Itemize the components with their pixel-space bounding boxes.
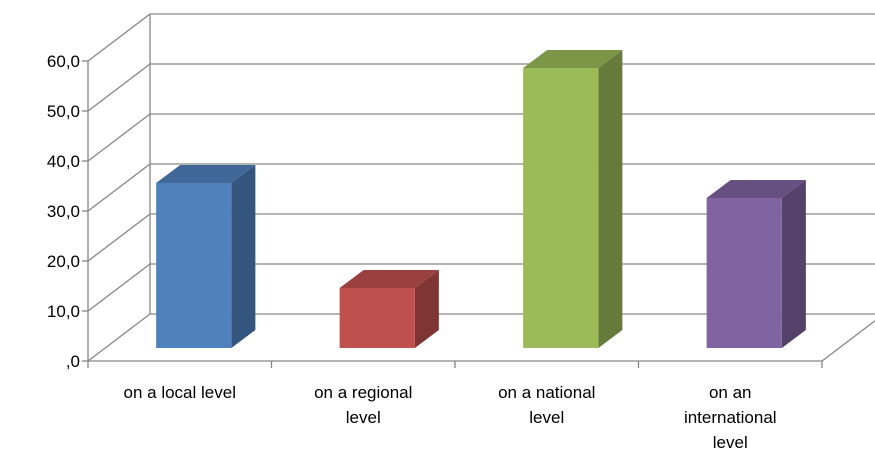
bar-front [156,183,232,348]
x-tick-label: on an international level [684,383,777,452]
bar-top [706,180,806,198]
y-tick-label: 50,0 [47,102,80,121]
y-axis: ,0 10,0 20,0 30,0 40,0 50,0 60,0 [47,14,151,371]
y-tick-label: 20,0 [47,252,80,271]
gridline-side [87,63,151,112]
bar [156,165,256,348]
bar-top [339,270,439,288]
bar-top [523,50,623,68]
gridline-side [87,263,151,312]
y-tick-label: 40,0 [47,152,80,171]
y-tick-label: 10,0 [47,302,80,321]
bar [523,50,623,348]
bars [156,50,806,348]
gridline-side [87,163,151,212]
bar-front [523,68,599,348]
chart-grid [87,13,875,362]
gridline-side [87,313,151,362]
gridline-side [87,113,151,162]
y-tick-label: ,0 [66,352,80,371]
bar [706,180,806,348]
bar-top [156,165,256,183]
x-tick-label: on a local level [124,383,236,402]
floor-edge [821,320,875,362]
y-tick-label: 30,0 [47,202,80,221]
bar-front [706,198,782,348]
gridline-side [87,13,151,62]
x-tick-label: on a national level [498,383,595,427]
bar [339,270,439,348]
gridline-side [87,213,151,262]
bar-front [339,288,415,348]
bar-side [231,165,256,348]
bar-side [414,270,439,348]
x-tick-label: on a regional level [314,383,412,427]
bar-side [598,50,623,348]
x-axis: on a local level on a regional level on a n… [87,360,823,452]
y-tick-label: 60,0 [47,52,80,71]
bar-side [781,180,806,348]
